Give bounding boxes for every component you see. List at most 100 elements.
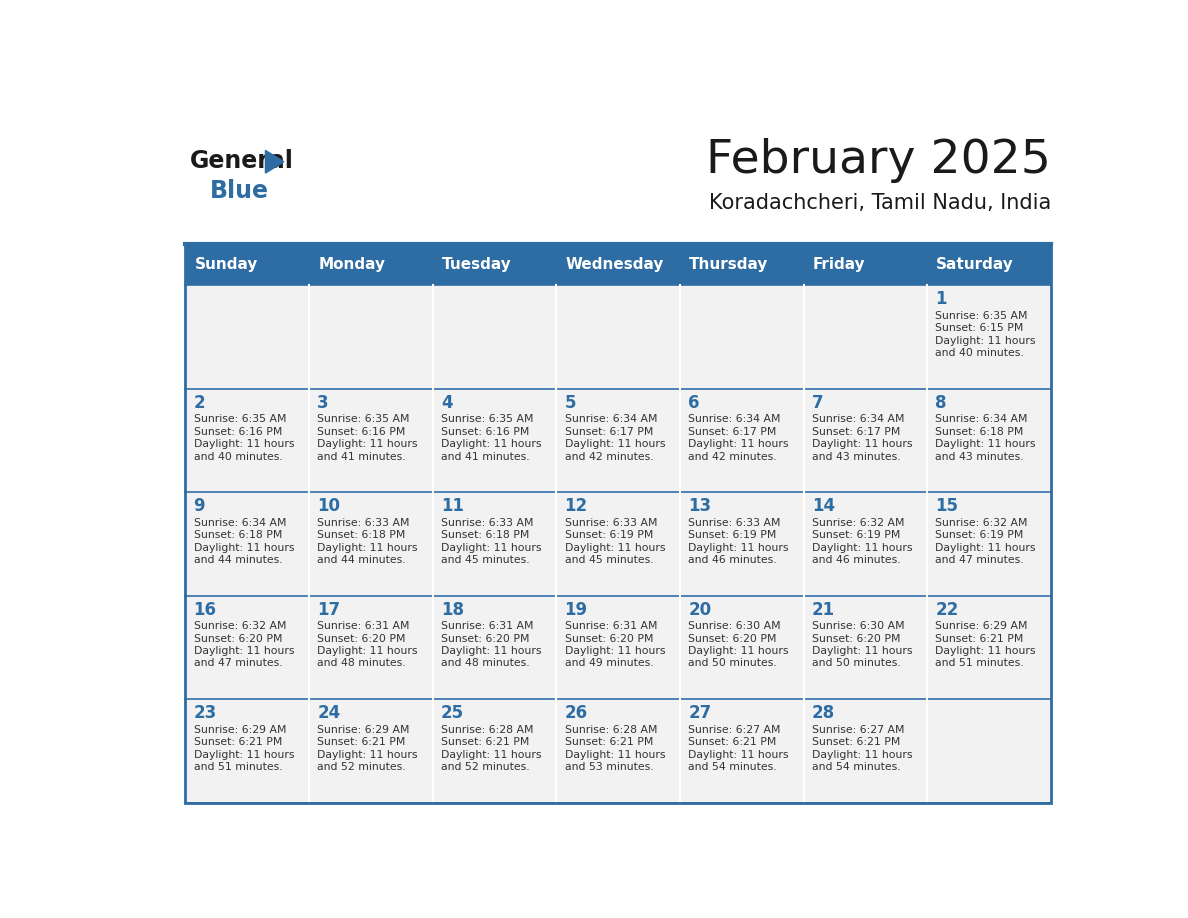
Text: and 51 minutes.: and 51 minutes. — [935, 658, 1024, 668]
Text: and 43 minutes.: and 43 minutes. — [811, 452, 901, 462]
Text: Daylight: 11 hours: Daylight: 11 hours — [688, 646, 789, 656]
Text: Sunrise: 6:35 AM: Sunrise: 6:35 AM — [194, 414, 286, 424]
Text: Sunrise: 6:32 AM: Sunrise: 6:32 AM — [811, 518, 904, 528]
Text: Sunset: 6:21 PM: Sunset: 6:21 PM — [317, 737, 405, 747]
Text: Friday: Friday — [813, 257, 865, 273]
Text: Sunrise: 6:28 AM: Sunrise: 6:28 AM — [441, 725, 533, 734]
Text: 7: 7 — [811, 394, 823, 412]
Text: and 40 minutes.: and 40 minutes. — [935, 348, 1024, 358]
Text: Sunset: 6:20 PM: Sunset: 6:20 PM — [564, 633, 653, 644]
Text: and 47 minutes.: and 47 minutes. — [194, 658, 283, 668]
Text: Daylight: 11 hours: Daylight: 11 hours — [194, 750, 295, 759]
Text: Wednesday: Wednesday — [565, 257, 664, 273]
Text: Monday: Monday — [318, 257, 385, 273]
Text: Daylight: 11 hours: Daylight: 11 hours — [564, 439, 665, 449]
Text: Sunset: 6:15 PM: Sunset: 6:15 PM — [935, 323, 1024, 333]
Text: Daylight: 11 hours: Daylight: 11 hours — [441, 439, 542, 449]
Text: Sunset: 6:16 PM: Sunset: 6:16 PM — [194, 427, 282, 437]
Bar — [803, 389, 927, 492]
Bar — [309, 700, 432, 803]
Text: 1: 1 — [935, 290, 947, 308]
Text: and 48 minutes.: and 48 minutes. — [441, 658, 530, 668]
Bar — [185, 244, 1051, 803]
Text: and 47 minutes.: and 47 minutes. — [935, 555, 1024, 565]
Text: 21: 21 — [811, 601, 835, 619]
Text: and 43 minutes.: and 43 minutes. — [935, 452, 1024, 462]
Text: and 52 minutes.: and 52 minutes. — [317, 762, 406, 772]
Text: Koradachcheri, Tamil Nadu, India: Koradachcheri, Tamil Nadu, India — [708, 193, 1051, 213]
Text: Daylight: 11 hours: Daylight: 11 hours — [441, 646, 542, 656]
Bar — [680, 492, 803, 596]
Text: 24: 24 — [317, 704, 341, 722]
Text: Sunrise: 6:27 AM: Sunrise: 6:27 AM — [688, 725, 781, 734]
Text: Sunrise: 6:34 AM: Sunrise: 6:34 AM — [811, 414, 904, 424]
Text: 16: 16 — [194, 601, 216, 619]
Bar — [185, 700, 309, 803]
Text: Sunrise: 6:34 AM: Sunrise: 6:34 AM — [688, 414, 781, 424]
Text: and 50 minutes.: and 50 minutes. — [811, 658, 901, 668]
Text: and 45 minutes.: and 45 minutes. — [564, 555, 653, 565]
Text: Daylight: 11 hours: Daylight: 11 hours — [935, 439, 1036, 449]
Text: Daylight: 11 hours: Daylight: 11 hours — [194, 439, 295, 449]
Text: Sunset: 6:19 PM: Sunset: 6:19 PM — [811, 531, 901, 541]
Text: and 42 minutes.: and 42 minutes. — [564, 452, 653, 462]
Text: 13: 13 — [688, 498, 712, 515]
Text: Daylight: 11 hours: Daylight: 11 hours — [441, 750, 542, 759]
Text: Sunset: 6:18 PM: Sunset: 6:18 PM — [441, 531, 530, 541]
Text: and 48 minutes.: and 48 minutes. — [317, 658, 406, 668]
Text: Sunset: 6:18 PM: Sunset: 6:18 PM — [317, 531, 405, 541]
Text: 17: 17 — [317, 601, 341, 619]
Text: 4: 4 — [441, 394, 453, 412]
Text: 8: 8 — [935, 394, 947, 412]
Text: 23: 23 — [194, 704, 217, 722]
Text: Sunset: 6:21 PM: Sunset: 6:21 PM — [564, 737, 653, 747]
Text: Sunrise: 6:33 AM: Sunrise: 6:33 AM — [688, 518, 781, 528]
Text: Sunrise: 6:33 AM: Sunrise: 6:33 AM — [441, 518, 533, 528]
Bar — [309, 389, 432, 492]
Text: 2: 2 — [194, 394, 206, 412]
Bar — [309, 596, 432, 700]
Text: and 45 minutes.: and 45 minutes. — [441, 555, 530, 565]
Text: Saturday: Saturday — [936, 257, 1015, 273]
Text: Sunrise: 6:35 AM: Sunrise: 6:35 AM — [441, 414, 533, 424]
Bar — [927, 492, 1051, 596]
Bar — [927, 389, 1051, 492]
Text: Sunrise: 6:32 AM: Sunrise: 6:32 AM — [935, 518, 1028, 528]
Bar — [927, 244, 1051, 285]
Bar — [556, 389, 680, 492]
Text: Sunrise: 6:29 AM: Sunrise: 6:29 AM — [194, 725, 286, 734]
Bar — [556, 492, 680, 596]
Bar — [803, 700, 927, 803]
Text: 19: 19 — [564, 601, 588, 619]
Text: Sunrise: 6:34 AM: Sunrise: 6:34 AM — [935, 414, 1028, 424]
Text: Daylight: 11 hours: Daylight: 11 hours — [811, 439, 912, 449]
Text: Sunset: 6:19 PM: Sunset: 6:19 PM — [688, 531, 777, 541]
Text: and 50 minutes.: and 50 minutes. — [688, 658, 777, 668]
Text: Sunset: 6:19 PM: Sunset: 6:19 PM — [564, 531, 653, 541]
Bar — [680, 285, 803, 389]
Text: Daylight: 11 hours: Daylight: 11 hours — [688, 750, 789, 759]
Bar — [680, 389, 803, 492]
Text: and 54 minutes.: and 54 minutes. — [688, 762, 777, 772]
Text: Sunrise: 6:30 AM: Sunrise: 6:30 AM — [688, 621, 781, 632]
Text: Sunset: 6:19 PM: Sunset: 6:19 PM — [935, 531, 1024, 541]
Text: 3: 3 — [317, 394, 329, 412]
Text: Sunset: 6:18 PM: Sunset: 6:18 PM — [194, 531, 282, 541]
Text: Sunrise: 6:29 AM: Sunrise: 6:29 AM — [317, 725, 410, 734]
Bar — [185, 244, 309, 285]
Text: Daylight: 11 hours: Daylight: 11 hours — [564, 543, 665, 553]
Text: Thursday: Thursday — [689, 257, 769, 273]
Text: Sunrise: 6:32 AM: Sunrise: 6:32 AM — [194, 621, 286, 632]
Bar — [309, 244, 432, 285]
Text: 22: 22 — [935, 601, 959, 619]
Bar — [185, 389, 309, 492]
Text: Blue: Blue — [210, 179, 270, 203]
Text: Sunset: 6:16 PM: Sunset: 6:16 PM — [441, 427, 530, 437]
Text: Daylight: 11 hours: Daylight: 11 hours — [564, 646, 665, 656]
Bar — [556, 700, 680, 803]
Text: Sunset: 6:20 PM: Sunset: 6:20 PM — [688, 633, 777, 644]
Text: Sunrise: 6:35 AM: Sunrise: 6:35 AM — [317, 414, 410, 424]
Text: Sunrise: 6:31 AM: Sunrise: 6:31 AM — [564, 621, 657, 632]
Text: Sunset: 6:20 PM: Sunset: 6:20 PM — [441, 633, 530, 644]
Bar — [556, 244, 680, 285]
